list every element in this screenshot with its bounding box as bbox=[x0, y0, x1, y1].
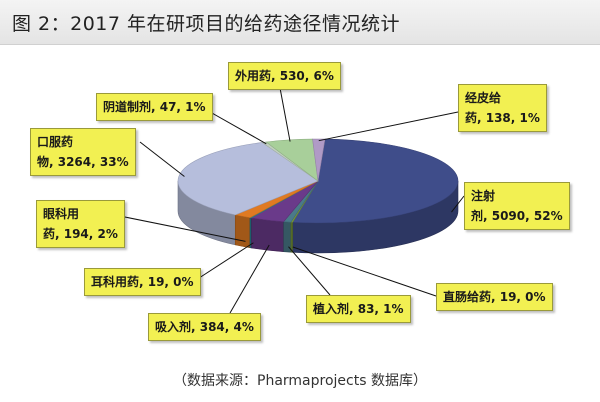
slice-label-line: 外用药, 530, 6% bbox=[235, 69, 334, 83]
slice-label-line: 耳科用药, 19, 0% bbox=[91, 275, 194, 289]
slice-label-1: 直肠给药, 19, 0% bbox=[436, 283, 553, 311]
slice-label-line: 直肠给药, 19, 0% bbox=[443, 290, 546, 304]
slice-label-line: 物, 3264, 33% bbox=[37, 155, 129, 169]
slice-label-8: 外用药, 530, 6% bbox=[228, 62, 341, 90]
pie-sides bbox=[177, 180, 459, 254]
pie-slice-0 bbox=[292, 138, 459, 224]
pie-top bbox=[177, 138, 459, 224]
slice-label-line: 眼科用 bbox=[43, 207, 80, 221]
slice-label-0: 注射剂, 5090, 52% bbox=[464, 182, 570, 230]
slice-label-line: 注射 bbox=[471, 189, 496, 203]
slice-label-line: 植入剂, 83, 1% bbox=[313, 302, 404, 316]
slice-label-6: 口服药物, 3264, 33% bbox=[30, 128, 136, 176]
leader-line-4 bbox=[195, 242, 254, 281]
leader-line-2 bbox=[288, 246, 331, 296]
leader-line-1 bbox=[292, 246, 437, 297]
pie-slice-6 bbox=[177, 142, 319, 216]
slice-label-4: 耳科用药, 19, 0% bbox=[84, 268, 201, 296]
leader-line-8 bbox=[279, 87, 291, 142]
data-source: （数据来源：Pharmaprojects 数据库） bbox=[173, 373, 427, 389]
leader-line-6 bbox=[139, 141, 185, 177]
leader-lines bbox=[109, 87, 465, 314]
slice-label-line: 经皮给 bbox=[465, 91, 502, 105]
slice-label-line: 口服药 bbox=[37, 135, 74, 149]
title-bar: 图 2：2017 年在研项目的给药途径情况统计 bbox=[0, 0, 600, 45]
pie-side-3 bbox=[251, 217, 284, 253]
slice-label-3: 吸入剂, 384, 4% bbox=[148, 313, 261, 341]
slice-label-line: 药, 138, 1% bbox=[465, 111, 540, 125]
slice-label-line: 剂, 5090, 52% bbox=[471, 209, 563, 223]
slice-label-5: 眼科用药, 194, 2% bbox=[36, 200, 125, 248]
slice-label-7: 阴道制剂, 47, 1% bbox=[96, 93, 213, 121]
leader-line-0 bbox=[451, 195, 465, 213]
pie-side-1 bbox=[290, 221, 293, 253]
leader-line-9 bbox=[318, 111, 459, 142]
leader-line-3 bbox=[229, 244, 270, 314]
pie-side-5 bbox=[234, 214, 251, 249]
leader-line-5 bbox=[109, 213, 246, 242]
slice-label-line: 吸入剂, 384, 4% bbox=[155, 320, 254, 334]
slice-label-line: 阴道制剂, 47, 1% bbox=[103, 100, 206, 114]
chart-title: 图 2：2017 年在研项目的给药途径情况统计 bbox=[12, 13, 401, 35]
slice-label-line: 药, 194, 2% bbox=[43, 227, 118, 241]
slice-label-2: 植入剂, 83, 1% bbox=[306, 295, 411, 323]
slice-label-9: 经皮给药, 138, 1% bbox=[458, 84, 547, 132]
